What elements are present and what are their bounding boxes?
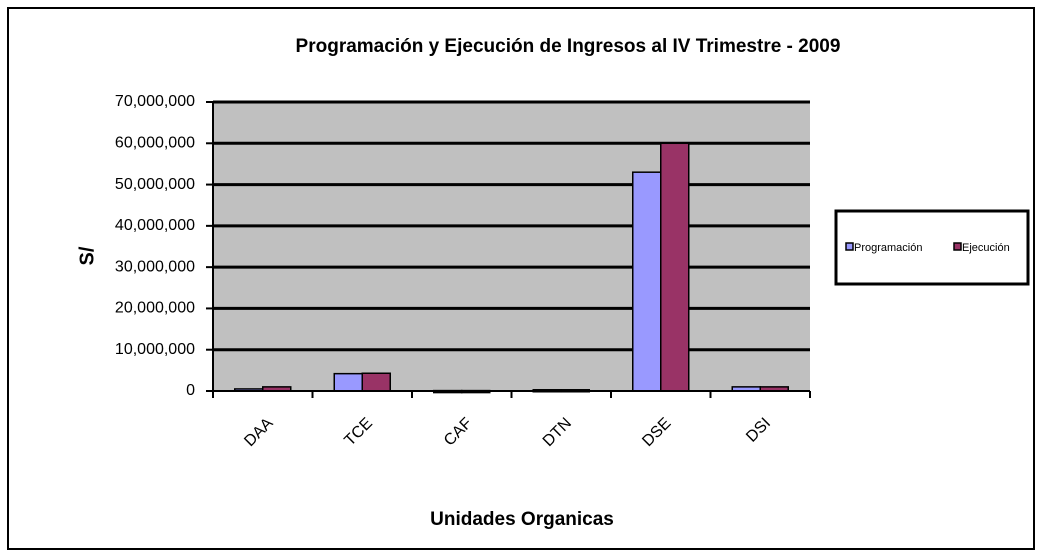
chart-title: Programación y Ejecución de Ingresos al … (296, 36, 841, 57)
bar (333, 372, 363, 392)
plot-area (213, 102, 810, 391)
legend (834, 209, 1030, 286)
x-axis-title: Unidades Organicas (430, 509, 614, 530)
y-tick-label: 30,000,000 (115, 258, 195, 275)
bar (361, 372, 391, 392)
y-tick-label: 40,000,000 (115, 217, 195, 234)
y-tick-label: 60,000,000 (115, 135, 195, 152)
legend-swatch (953, 242, 962, 251)
y-tick-label: 70,000,000 (115, 93, 195, 110)
y-axis-title: S/ (76, 246, 98, 265)
y-tick-label: 20,000,000 (115, 300, 195, 317)
y-tick-label: 50,000,000 (115, 176, 195, 193)
legend-label: Programación (854, 242, 922, 254)
bar (660, 142, 690, 392)
y-tick-label: 0 (186, 382, 195, 399)
legend-label: Ejecución (962, 242, 1010, 254)
y-tick-label: 10,000,000 (115, 341, 195, 358)
bar (632, 171, 662, 392)
legend-swatch (845, 242, 854, 251)
